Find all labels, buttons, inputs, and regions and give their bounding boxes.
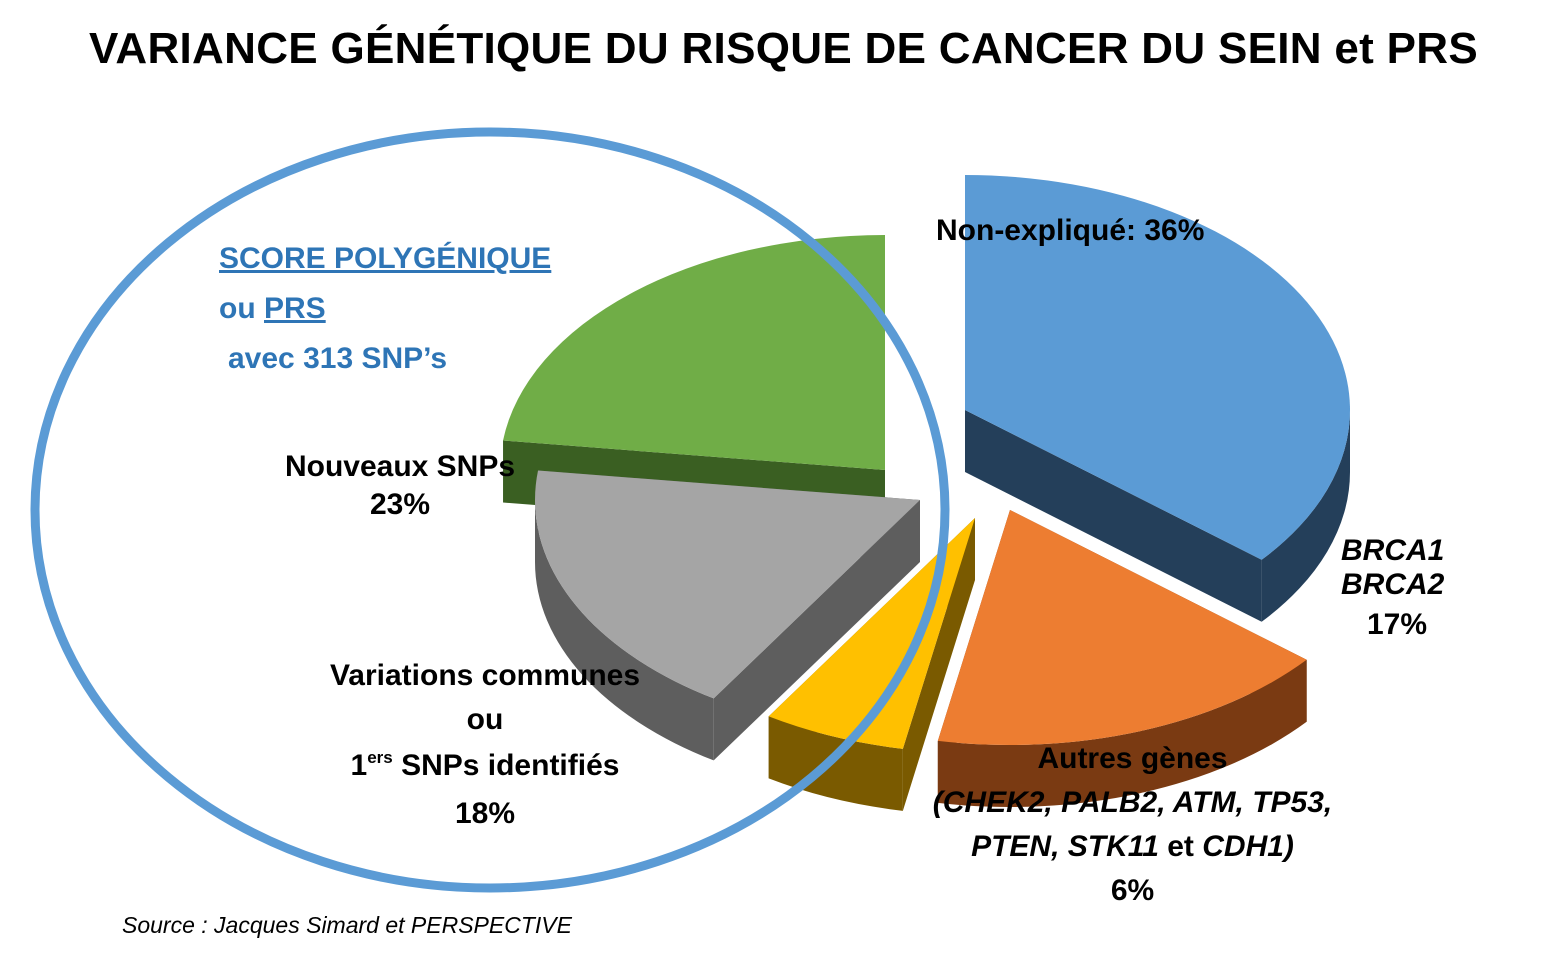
slice-0-side [1261,410,1350,622]
source-note: Source : Jacques Simard et PERSPECTIVE [122,912,572,938]
slice-label-unexplained: Non-expliqué: 36% [936,214,1205,247]
other-name-3c: CDH1) [1202,830,1294,863]
common-name-1: Variations communes [329,659,641,692]
slice-3-side [535,500,714,761]
slice-label-common: Variations communes ou 1ers SNPs identif… [300,657,670,833]
brca-name-1: BRCA1 [1341,534,1445,567]
brca-name-2: BRCA2 [1341,568,1445,601]
new-snps-name: Nouveaux SNPs [284,450,516,483]
slice-3-top [535,470,920,699]
prs-abbrev: PRS [264,292,326,325]
prs-snp-count: avec 313 SNP’s [228,342,448,375]
common-name-2: ou [466,703,504,736]
slice-1-top [937,510,1307,746]
prs-label: SCORE POLYGÉNIQUE ou PRS avec 313 SNP’s [219,240,551,378]
slice-3-wall-0 [713,500,920,761]
slice-0-wall-1 [965,410,1262,622]
slice-0-top [965,175,1350,560]
slice-2-top [768,518,975,749]
prs-highlight-ellipse [30,127,950,893]
common-value: 18% [454,797,516,830]
slice-1-side [937,659,1307,807]
other-value: 6% [1110,874,1155,907]
chart-title: VARIANCE GÉNÉTIQUE DU RISQUE DE CANCER D… [88,24,1479,73]
common-name-3-num: 1 [350,749,368,782]
other-name-2: (CHEK2, PALB2, ATM, TP53, [932,786,1333,819]
slice-label-other-genes: Autres gènes (CHEK2, PALB2, ATM, TP53, P… [880,740,1385,910]
slice-label-brca: BRCA1 BRCA2 17% [1341,532,1444,644]
prs-or: ou [219,292,264,325]
other-name-3a: PTEN, STK11 [971,830,1159,863]
slice-label-new-snps: Nouveaux SNPs 23% [270,448,530,524]
slice-4-top [503,235,885,470]
brca-value: 17% [1367,608,1428,641]
common-name-3-sup: ers [367,748,393,767]
other-name-3b: et [1158,830,1203,863]
common-name-3-rest: SNPs identifiés [392,749,620,782]
prs-title: SCORE POLYGÉNIQUE [219,242,552,275]
new-snps-value: 23% [369,488,431,521]
other-name-1: Autres gènes [1037,742,1228,775]
